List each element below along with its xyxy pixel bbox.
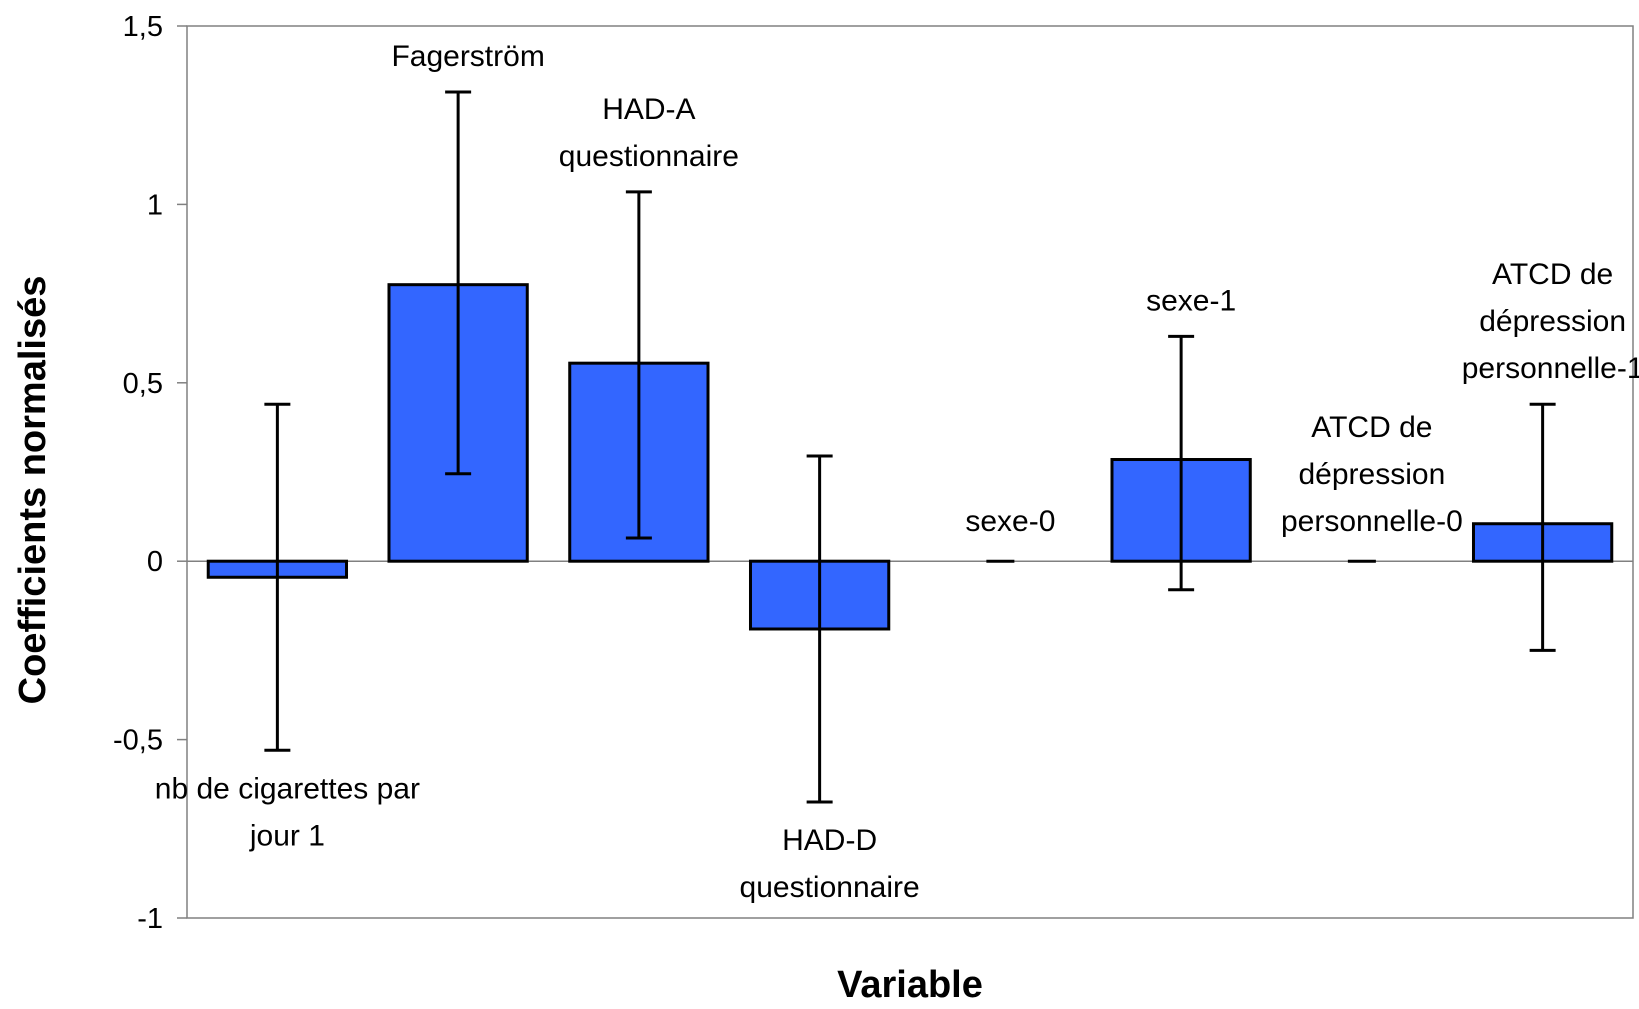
- category-label: ATCD de dépression personnelle-1: [1462, 258, 1639, 385]
- category-label-line: dépression: [1298, 458, 1445, 491]
- category-label-line: HAD-D: [782, 824, 877, 857]
- category-label-line: personnelle-1: [1462, 352, 1639, 385]
- bars-group: [206, 283, 1614, 631]
- error-bars-group: [264, 90, 1556, 804]
- category-label-line: nb de cigarettes par: [155, 772, 420, 805]
- y-tick-label: 1,5: [123, 11, 163, 43]
- category-label-line: HAD-A: [602, 93, 695, 126]
- category-labels-group: nb de cigarettes par jour 1 Fagerström HAD-…: [155, 40, 1639, 904]
- category-label: ATCD de dépression personnelle-0: [1281, 411, 1463, 538]
- plot-area: [186, 25, 1634, 919]
- category-label: sexe-0: [965, 505, 1055, 538]
- y-axis-title: Coefficients normalisés: [12, 276, 54, 705]
- category-label-line: sexe-1: [1146, 284, 1236, 317]
- category-label-line: ATCD de: [1492, 258, 1613, 291]
- category-label-line: personnelle-0: [1281, 505, 1463, 538]
- category-label: nb de cigarettes par jour 1: [155, 772, 420, 852]
- y-axis: -1 -0,5 0 0,5 1 1,5: [113, 11, 187, 935]
- y-tick-label: 0,5: [123, 368, 163, 400]
- category-label: Fagerström: [391, 40, 544, 73]
- category-label-line: ATCD de: [1311, 411, 1432, 444]
- category-label-line: questionnaire: [740, 871, 920, 904]
- x-axis-title: Variable: [837, 964, 983, 1006]
- category-label-line: questionnaire: [559, 140, 739, 173]
- plot-frame: [186, 25, 1634, 919]
- category-label-line: dépression: [1479, 305, 1626, 338]
- y-tick-label: -1: [137, 903, 163, 935]
- y-tick-label: 1: [147, 189, 163, 221]
- category-label-line: sexe-0: [965, 505, 1055, 538]
- category-label: HAD-A questionnaire: [559, 93, 739, 173]
- category-label: sexe-1: [1146, 284, 1236, 317]
- category-label-line: Fagerström: [391, 40, 544, 73]
- category-label: HAD-D questionnaire: [740, 824, 920, 904]
- category-label-line: jour 1: [249, 819, 325, 852]
- y-tick-label: 0: [147, 546, 163, 578]
- y-tick-label: -0,5: [113, 725, 163, 757]
